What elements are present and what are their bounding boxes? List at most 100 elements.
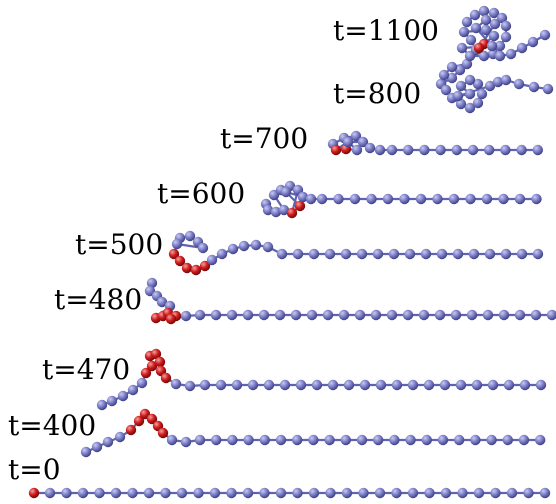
- monomer-bead: [275, 487, 287, 499]
- monomer-bead: [276, 248, 288, 260]
- tagged-monomer-bead: [199, 260, 211, 272]
- monomer-bead: [247, 379, 259, 391]
- monomer-bead: [500, 248, 512, 260]
- chain-t800: [435, 58, 554, 114]
- monomer-bead: [102, 436, 114, 448]
- monomer-bead: [216, 248, 228, 260]
- monomer-bead: [91, 441, 103, 453]
- monomer-bead: [311, 379, 323, 391]
- tagged-monomer-bead: [286, 207, 298, 219]
- monomer-bead: [388, 248, 400, 260]
- monomer-bead: [117, 390, 129, 402]
- monomer-bead: [546, 309, 556, 321]
- monomer-bead: [470, 434, 481, 446]
- frame-label-t700: t=700: [220, 122, 308, 155]
- monomer-bead: [327, 379, 339, 391]
- monomer-bead: [386, 309, 398, 321]
- monomer-bead: [211, 434, 222, 446]
- monomer-bead: [308, 434, 319, 446]
- monomer-bead: [436, 248, 448, 260]
- frame-label-t600: t=600: [157, 177, 245, 210]
- tagged-monomer-bead: [473, 42, 485, 54]
- monomer-bead: [423, 379, 435, 391]
- monomer-bead: [227, 243, 239, 255]
- monomer-bead: [209, 487, 221, 499]
- monomer-bead: [496, 12, 508, 24]
- tagged-monomer-bead: [154, 356, 166, 368]
- monomer-bead: [498, 309, 510, 321]
- monomer-bead: [519, 379, 531, 391]
- monomer-bead: [480, 24, 492, 36]
- monomer-bead: [356, 248, 368, 260]
- monomer-bead: [465, 193, 476, 205]
- monomer-bead: [114, 431, 126, 443]
- monomer-bead: [194, 309, 206, 321]
- monomer-bead: [77, 487, 89, 499]
- monomer-bead: [96, 399, 108, 411]
- monomer-bead: [184, 230, 196, 242]
- monomer-bead: [341, 487, 353, 499]
- monomer-bead: [484, 144, 495, 156]
- monomer-bead: [464, 50, 476, 62]
- monomer-bead: [461, 58, 473, 70]
- monomer-bead: [420, 248, 432, 260]
- monomer-bead: [308, 248, 320, 260]
- monomer-bead: [421, 434, 432, 446]
- monomer-bead: [539, 29, 551, 41]
- monomer-bead: [490, 487, 501, 499]
- monomer-bead: [370, 309, 382, 321]
- monomer-bead: [280, 186, 292, 198]
- monomer-bead: [386, 144, 398, 156]
- monomer-bead: [464, 74, 476, 86]
- monomer-bead: [333, 193, 344, 205]
- monomer-bead: [80, 446, 92, 458]
- monomer-bead: [454, 434, 465, 446]
- monomer-bead: [531, 193, 542, 205]
- monomer-bead: [351, 144, 363, 156]
- monomer-bead: [465, 34, 477, 46]
- monomer-bead: [487, 379, 499, 391]
- monomer-bead: [500, 20, 512, 32]
- monomer-bead: [471, 379, 483, 391]
- monomer-bead: [375, 379, 387, 391]
- monomer-bead: [226, 309, 238, 321]
- monomer-bead: [227, 434, 238, 446]
- monomer-bead: [407, 379, 419, 391]
- tagged-monomer-bead: [174, 255, 186, 267]
- monomer-bead: [469, 9, 481, 21]
- monomer-bead: [503, 379, 515, 391]
- monomer-bead: [523, 487, 534, 499]
- monomer-bead: [166, 434, 178, 446]
- tagged-monomer-bead: [28, 487, 40, 499]
- monomer-bead: [238, 240, 250, 252]
- tagged-monomer-bead: [190, 264, 202, 276]
- monomer-bead: [306, 309, 318, 321]
- monomer-bead: [402, 309, 414, 321]
- monomer-bead: [324, 434, 335, 446]
- monomer-bead: [322, 309, 334, 321]
- monomer-bead: [143, 487, 155, 499]
- monomer-bead: [452, 90, 464, 102]
- monomer-bead: [292, 487, 303, 499]
- monomer-bead: [403, 144, 414, 156]
- monomer-bead: [278, 204, 290, 216]
- frame-label-t0: t=0: [8, 453, 61, 486]
- monomer-bead: [263, 379, 275, 391]
- frame-label-t500: t=500: [75, 228, 163, 261]
- monomer-bead: [364, 142, 376, 154]
- monomer-bead: [193, 487, 204, 499]
- tagged-monomer-bead: [181, 262, 193, 274]
- monomer-bead: [434, 309, 446, 321]
- monomer-bead: [473, 487, 485, 499]
- monomer-bead: [451, 144, 462, 156]
- monomer-bead: [242, 487, 254, 499]
- monomer-bead: [542, 83, 554, 95]
- monomer-bead: [486, 40, 498, 52]
- frame-label-t480: t=480: [54, 283, 142, 316]
- monomer-bead: [472, 78, 484, 90]
- monomer-bead: [478, 5, 490, 17]
- monomer-bead: [470, 22, 482, 34]
- monomer-bead: [350, 130, 362, 142]
- monomer-bead: [356, 434, 368, 446]
- monomer-bead: [292, 434, 303, 446]
